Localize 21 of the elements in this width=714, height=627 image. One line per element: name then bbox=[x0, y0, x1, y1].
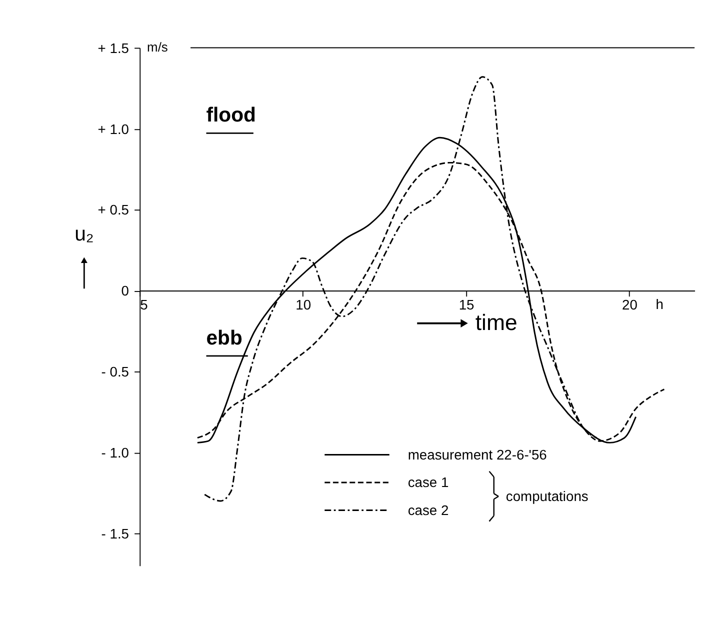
y-tick-label: - 0.5 bbox=[101, 364, 130, 380]
legend-label: measurement 22-6-'56 bbox=[408, 446, 548, 462]
y-tick-label: + 0.5 bbox=[98, 202, 130, 218]
y-tick-label: 0 bbox=[121, 282, 130, 299]
y-tick-label: + 1.0 bbox=[98, 120, 130, 137]
annotation: ebb bbox=[206, 327, 242, 350]
annotation: h bbox=[656, 296, 664, 312]
y-tick-label: - 1.5 bbox=[101, 525, 130, 542]
legend-label: case 2 bbox=[408, 502, 449, 518]
x-tick-label: 15 bbox=[458, 296, 475, 313]
y-tick-label: + 1.5 bbox=[98, 40, 130, 56]
legend-label: case 1 bbox=[408, 474, 449, 490]
y-tick-label: - 1.0 bbox=[101, 444, 130, 460]
x-tick-label: 10 bbox=[296, 296, 312, 313]
x-axis-title: time bbox=[475, 310, 518, 335]
y-axis-title: u₂ bbox=[74, 224, 94, 246]
x-tick-label: 5 bbox=[140, 296, 148, 313]
annotation: computations bbox=[506, 488, 588, 504]
ref-line-label: m/s bbox=[147, 39, 168, 54]
annotation: flood bbox=[206, 104, 256, 127]
x-tick-label: 20 bbox=[622, 296, 638, 313]
